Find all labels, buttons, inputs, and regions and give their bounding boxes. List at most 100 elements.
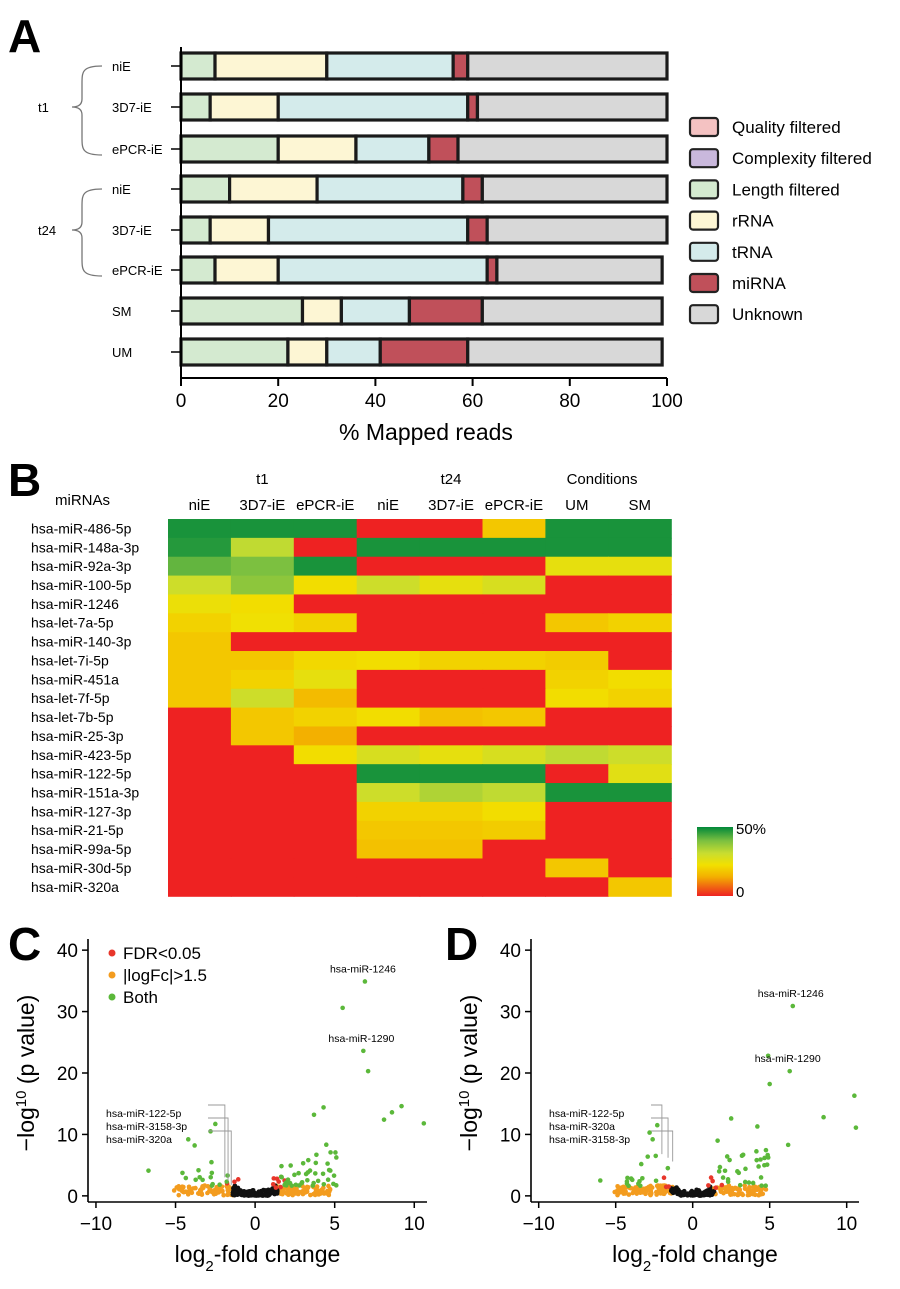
point-green: [303, 1171, 309, 1177]
point-orange: [308, 1192, 313, 1198]
x-tick-label: 10: [836, 1214, 857, 1235]
point-orange: [756, 1192, 762, 1198]
heatmap-cell: [608, 651, 672, 671]
heatmap-cell: [356, 651, 421, 671]
x-axis-title: log2-fold change: [175, 1241, 341, 1275]
point-orange: [751, 1184, 756, 1189]
heatmap-cell: [482, 537, 546, 558]
point-orange: [742, 1183, 748, 1188]
point-orange: [732, 1186, 737, 1191]
point-orange: [210, 1189, 215, 1195]
legend-entry: Length filtered: [732, 180, 840, 199]
heatmap-cell: [419, 613, 484, 633]
heatmap-cell: [356, 575, 421, 596]
heatmap-column-label: niE: [189, 497, 211, 514]
point-orange: [220, 1189, 225, 1194]
y-title-rest: (p value): [456, 995, 482, 1091]
heatmap-row-label: hsa-miR-320a: [31, 879, 119, 895]
point-green: [742, 1179, 748, 1185]
heatmap-row-label: hsa-miR-21-5p: [31, 822, 124, 838]
heatmap-cell: [482, 858, 546, 878]
point-green: [320, 1171, 326, 1177]
x-tick-label: 80: [559, 391, 580, 412]
point-green: [311, 1180, 316, 1186]
point-orange: [758, 1188, 764, 1193]
point-orange: [750, 1188, 755, 1194]
point-orange: [176, 1184, 182, 1189]
heatmap-cell: [545, 688, 609, 709]
point-red: [276, 1179, 281, 1184]
heatmap-row-label: hsa-miR-25-3p: [31, 728, 124, 744]
point-green: [759, 1183, 764, 1188]
heatmap-cell: [482, 613, 546, 633]
bar-row-label: niE: [112, 182, 131, 197]
heatmap-cell: [482, 556, 546, 577]
point-green: [305, 1157, 311, 1163]
x-tick-label: 5: [764, 1214, 775, 1235]
point-green: [715, 1138, 720, 1143]
panel-a-letter: A: [8, 10, 41, 62]
bar-segment: [354, 134, 431, 164]
point-orange: [729, 1192, 735, 1197]
heatmap-cell: [545, 651, 609, 671]
heatmap-row-label: hsa-miR-92a-3p: [31, 558, 132, 574]
y-tick-label: 40: [500, 941, 521, 962]
point-green: [717, 1164, 723, 1170]
point-green: [287, 1180, 293, 1186]
heatmap-cell: [419, 877, 484, 897]
point-orange: [641, 1188, 646, 1194]
point-green: [292, 1172, 297, 1178]
color-scale-bar: [697, 827, 733, 896]
point-green: [288, 1163, 293, 1168]
heatmap-cell: [608, 669, 672, 690]
bar-segment: [179, 92, 212, 122]
heatmap-cell: [545, 594, 609, 614]
point-green: [653, 1178, 659, 1184]
point-green: [852, 1093, 857, 1099]
bar-segment: [456, 134, 669, 164]
legend-marker: [108, 949, 116, 957]
heatmap-cell: [482, 707, 546, 728]
point-orange: [659, 1188, 664, 1194]
heatmap-cell: [293, 632, 358, 652]
heatmap-cell: [482, 783, 546, 803]
heatmap-row-label: hsa-miR-30d-5p: [31, 860, 132, 876]
heatmap-cell: [419, 707, 484, 728]
point-green: [209, 1170, 215, 1176]
y-tick-label: 40: [57, 941, 78, 962]
point-green: [740, 1152, 746, 1158]
point-orange: [213, 1191, 219, 1197]
heatmap-cell: [168, 575, 232, 596]
heatmap-cell: [230, 632, 295, 652]
bar-segment: [378, 337, 470, 367]
heatmap-cell: [608, 575, 672, 596]
point-green: [743, 1166, 748, 1172]
bar-segment: [427, 134, 460, 164]
heatmap-row-label: hsa-miR-486-5p: [31, 520, 132, 536]
bar-segment: [286, 337, 329, 367]
heatmap-cell: [356, 669, 421, 690]
heatmap-cell: [419, 556, 484, 577]
point-annotation: hsa-miR-3158-3p: [106, 1121, 187, 1133]
bar-segment: [179, 174, 232, 204]
y-title-superscript: 10: [13, 1091, 30, 1108]
legend-marker: [108, 971, 116, 979]
heatmap-cell: [230, 594, 295, 614]
x-tick-label: −5: [165, 1214, 187, 1235]
heatmap-cell: [168, 688, 232, 709]
heatmap-cell: [482, 669, 546, 690]
bar-segment: [480, 296, 664, 326]
point-green: [755, 1124, 760, 1129]
point-green: [331, 1173, 337, 1178]
heatmap-cell: [419, 669, 484, 690]
heatmap-cell: [545, 669, 609, 690]
x-tick-label: −5: [605, 1214, 627, 1235]
bar-row-label: 3D7-iE: [112, 100, 152, 115]
point-green: [716, 1169, 722, 1174]
heatmap-cell: [168, 764, 232, 784]
point-annotation: hsa-miR-122-5p: [106, 1108, 181, 1120]
bar-segment: [228, 174, 319, 204]
bar-segment: [485, 215, 669, 245]
heatmap-cell: [168, 613, 232, 633]
heatmap-row-label: hsa-miR-1246: [31, 596, 119, 612]
